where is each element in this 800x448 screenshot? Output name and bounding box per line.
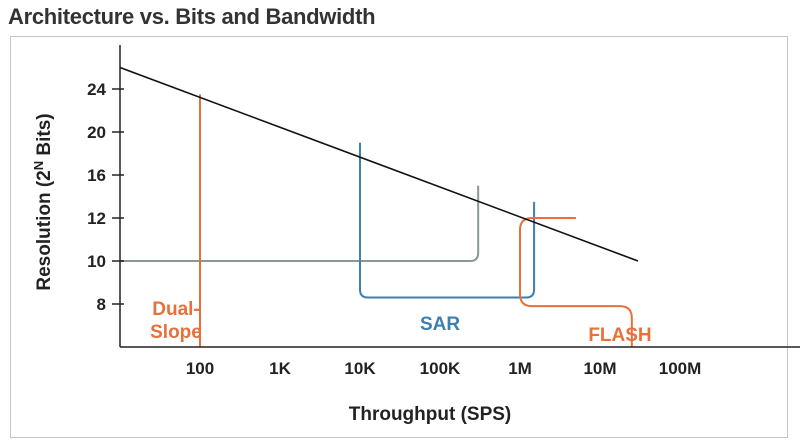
region-label-dual-slope: Slope [150,322,202,343]
x-tick-label: 1M [508,359,532,378]
x-tick-label: 1K [269,359,291,378]
y-tick-label: 10 [87,252,106,271]
region-sar-outline [359,142,536,299]
x-tick-label: 100M [659,359,702,378]
x-axis-title: Throughput (SPS) [349,404,512,425]
y-axis-title-suffix: Bits) [34,113,55,161]
y-tick-label: 8 [97,295,106,314]
x-tick-label: 10M [583,359,616,378]
y-axis-title-superscript: N [31,161,46,170]
x-tick-label: 100K [420,359,461,378]
y-tick-label: 24 [87,80,106,99]
chart-title: Architecture vs. Bits and Bandwidth [8,4,376,29]
label-group: Dual-Slope SAR FLASH [150,299,652,346]
region-grey-outline [120,185,480,262]
region-flash-outline [519,217,633,347]
region-label-sar: SAR [420,314,460,335]
chart-frame [10,36,788,438]
region-label-dual-slope: Dual- [152,299,200,320]
limit-line [119,66,639,262]
region-group [120,94,633,347]
region-label-flash: FLASH [588,325,651,346]
y-axis-title-prefix: Resolution (2 [34,170,55,290]
x-tick-label: 100 [186,359,214,378]
y-tick-label: 20 [87,123,106,142]
y-axis-title: Resolution (2N Bits) [31,113,55,290]
x-tick-label: 10K [344,359,376,378]
y-tick-label: 16 [87,166,106,185]
axes-group: 8 10 12 16 20 24 100 1K 10K 100K 1M 10M 100M [87,45,800,378]
y-tick-label: 12 [87,209,106,228]
